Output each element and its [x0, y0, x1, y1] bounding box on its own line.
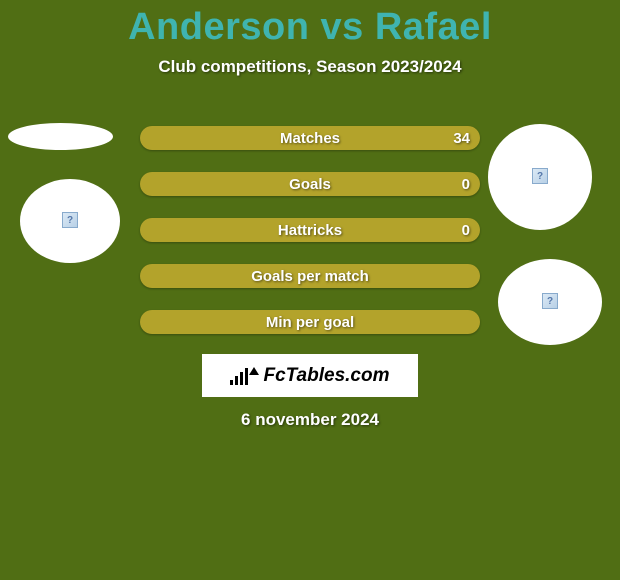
- logo-bars-icon: [230, 367, 248, 385]
- logo-arrow-icon: [249, 367, 259, 375]
- logo-inner: FcTables.com: [230, 365, 389, 387]
- stat-bar-matches: Matches 34: [140, 126, 480, 150]
- page-subtitle: Club competitions, Season 2023/2024: [0, 57, 620, 77]
- broken-image-icon: [542, 293, 558, 309]
- stat-value-right: 34: [453, 130, 470, 147]
- page-title: Anderson vs Rafael: [0, 0, 620, 49]
- stat-value-right: 0: [462, 176, 470, 193]
- broken-image-icon: [532, 168, 548, 184]
- comparison-infographic: Anderson vs Rafael Club competitions, Se…: [0, 0, 620, 580]
- stat-label: Goals per match: [251, 268, 369, 285]
- stat-label: Goals: [289, 176, 331, 193]
- stats-bars: Matches 34 Goals 0 Hattricks 0 Goals per…: [140, 126, 480, 356]
- stat-bar-hattricks: Hattricks 0: [140, 218, 480, 242]
- stat-label: Hattricks: [278, 222, 342, 239]
- decorative-ellipse: [8, 123, 113, 150]
- broken-image-icon: [62, 212, 78, 228]
- stat-label: Matches: [280, 130, 340, 147]
- stat-bar-goals: Goals 0: [140, 172, 480, 196]
- stat-label: Min per goal: [266, 314, 354, 331]
- logo-text: FcTables.com: [263, 365, 389, 387]
- stat-value-right: 0: [462, 222, 470, 239]
- stat-bar-goals-per-match: Goals per match: [140, 264, 480, 288]
- source-logo: FcTables.com: [202, 354, 418, 397]
- stat-bar-min-per-goal: Min per goal: [140, 310, 480, 334]
- snapshot-date: 6 november 2024: [0, 410, 620, 430]
